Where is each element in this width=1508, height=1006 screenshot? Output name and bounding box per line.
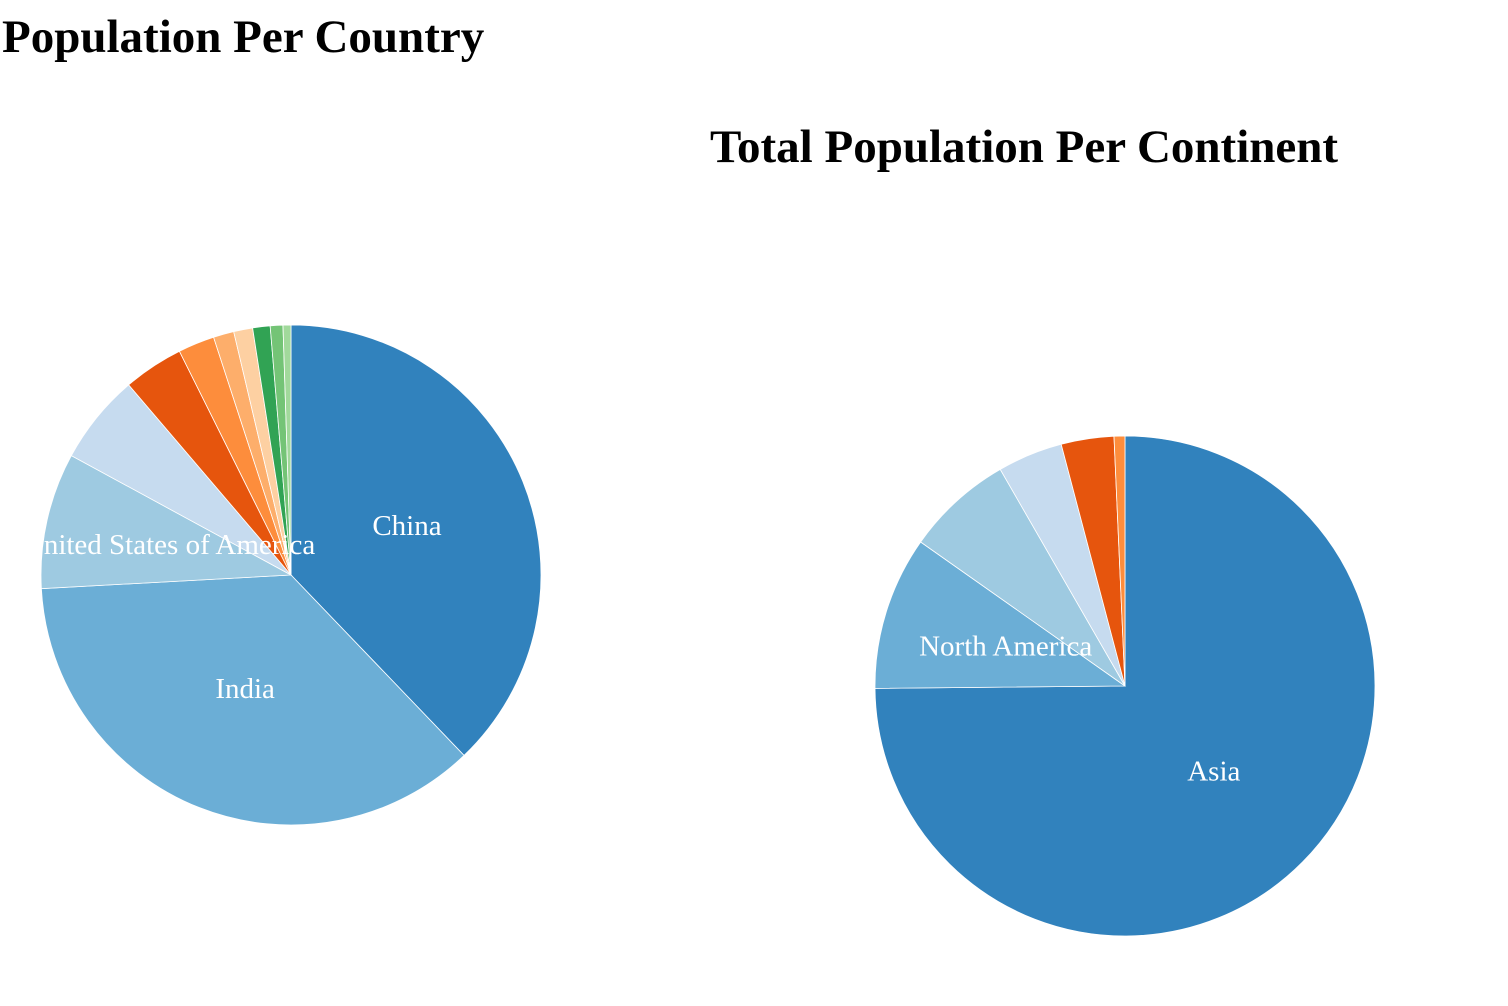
continent-pie-slice-3	[920, 468, 1126, 687]
country-pie-label-china: China	[372, 510, 441, 542]
country-pie-label-india: India	[215, 673, 275, 705]
country-pie-slice-2	[40, 574, 465, 826]
country-pie-slice-1	[290, 324, 542, 756]
continent-pie-slice-6	[1113, 435, 1126, 687]
continent-pie-slice-2	[874, 541, 1127, 689]
continent-pie-label-north-america: North America	[919, 630, 1092, 662]
country-pie-chart: China India United States of America	[23, 324, 542, 826]
continent-pie-chart: Asia North America	[874, 435, 1376, 937]
continent-pie-label-asia: Asia	[1187, 756, 1240, 788]
country-pie-slice-11	[282, 324, 292, 576]
continent-chart-title: Total Population Per Continent	[710, 121, 1339, 173]
country-pie-label-united-states-of-america: United States of America	[23, 529, 315, 561]
country-chart-title: Population Per Country	[2, 11, 485, 63]
country-pie-slice-3	[40, 455, 293, 590]
